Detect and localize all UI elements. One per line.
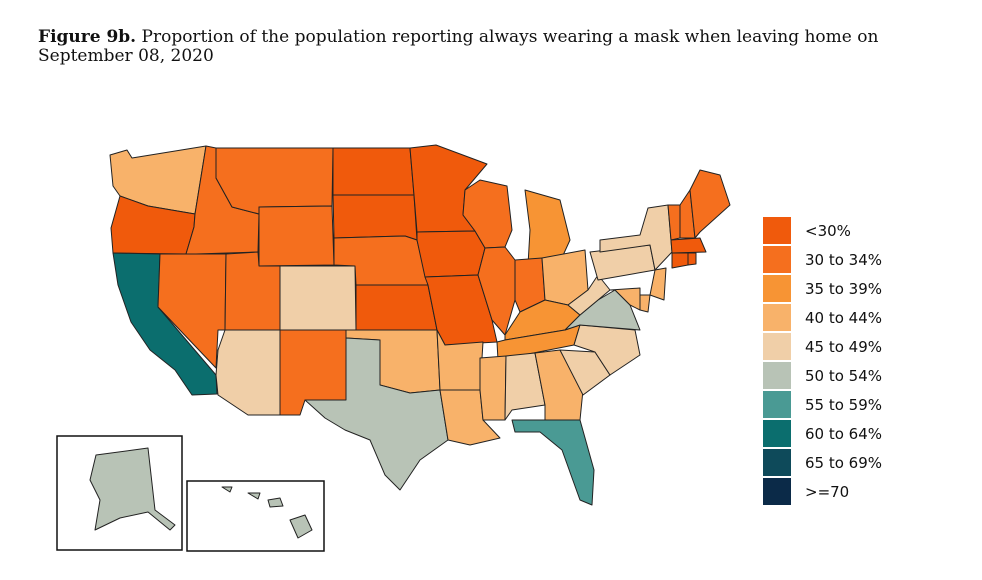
legend-item: 40 to 44% — [763, 303, 882, 332]
state-ms — [479, 355, 507, 421]
legend-swatch — [763, 449, 791, 476]
legend-item: 60 to 64% — [763, 419, 882, 448]
legend-label: <30% — [805, 221, 851, 240]
legend-label: 30 to 34% — [805, 250, 883, 269]
state-fl — [511, 419, 595, 506]
legend-swatch — [763, 304, 791, 331]
legend-item: 50 to 54% — [763, 361, 882, 390]
state-wy — [258, 205, 335, 267]
legend-label: 50 to 54% — [805, 366, 883, 385]
inset-state-shapes — [89, 447, 313, 539]
state-ma — [670, 237, 707, 254]
figure-label: Figure 9b. — [38, 27, 137, 47]
state-az — [215, 329, 281, 416]
state-co — [279, 265, 357, 331]
state-ia — [416, 230, 486, 278]
state-de — [639, 294, 651, 313]
legend-label: 35 to 39% — [805, 279, 883, 298]
state-nj — [649, 267, 667, 301]
legend-item: >=70 — [763, 477, 882, 506]
legend-item: 45 to 49% — [763, 332, 882, 361]
legend-swatch — [763, 275, 791, 302]
legend-item: 35 to 39% — [763, 274, 882, 303]
legend-swatch — [763, 217, 791, 244]
legend-swatch — [763, 333, 791, 360]
state-me — [689, 169, 731, 239]
legend-label: 55 to 59% — [805, 395, 883, 414]
legend-label: >=70 — [805, 482, 850, 501]
legend-label: 60 to 64% — [805, 424, 883, 443]
state-ks — [355, 284, 438, 331]
legend-item: 55 to 59% — [763, 390, 882, 419]
legend-swatch — [763, 478, 791, 505]
legend-item: 65 to 69% — [763, 448, 882, 477]
state-nd — [332, 147, 415, 196]
state-mt — [215, 147, 334, 215]
legend-swatch — [763, 362, 791, 389]
legend-swatch — [763, 246, 791, 273]
legend-label: 40 to 44% — [805, 308, 883, 327]
figure-caption: Proportion of the population reporting a… — [38, 27, 879, 66]
state-hi — [221, 486, 313, 539]
legend-label: 65 to 69% — [805, 453, 883, 472]
state-ak — [89, 447, 176, 531]
legend-swatch — [763, 420, 791, 447]
legend-swatch — [763, 391, 791, 418]
state-sd — [332, 194, 418, 241]
state-md — [609, 287, 641, 311]
legend-label: 45 to 49% — [805, 337, 883, 356]
state-ri — [687, 252, 697, 266]
state-ct — [671, 252, 689, 269]
legend-item: <30% — [763, 216, 882, 245]
legend: <30% 30 to 34% 35 to 39% 40 to 44% 45 to 49%… — [763, 216, 882, 506]
legend-item: 30 to 34% — [763, 245, 882, 274]
state-shapes — [109, 144, 731, 506]
state-al — [504, 352, 546, 421]
state-il — [477, 246, 516, 336]
figure-title: Figure 9b. Proportion of the population … — [38, 28, 918, 66]
state-tx — [304, 337, 449, 491]
